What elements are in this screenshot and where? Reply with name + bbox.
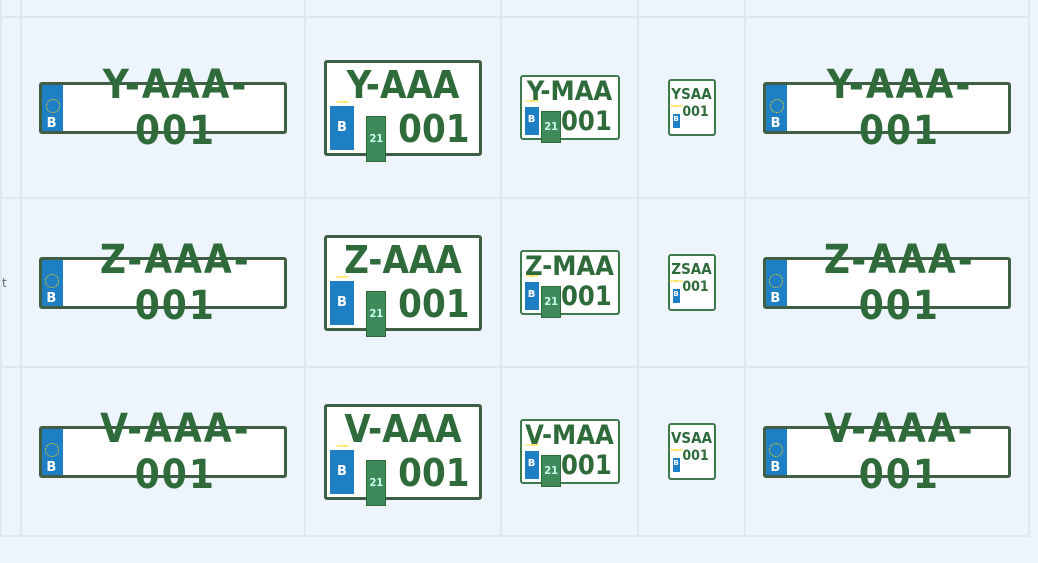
plate-top: YSAA <box>671 85 712 103</box>
eu-band-icon: B <box>524 100 539 135</box>
label-cell: t <box>0 197 22 368</box>
square-plate: Y-AAA 21 001 B <box>324 59 482 162</box>
plate-bottom: 001 <box>398 281 470 326</box>
plate-number: Z-AAA-001 <box>823 236 975 329</box>
long-plate: B V-AAA-001 <box>763 406 1011 498</box>
inspection-sticker: 21 <box>541 286 562 318</box>
plate-number: V-AAA-001 <box>824 405 975 498</box>
plates-table: B Y-AAA-001 Y-AAA 21 001 B Y-MAA 21 001 B YSAA… <box>0 0 1030 537</box>
eu-band-icon: B <box>42 84 64 131</box>
square-plate: Z-AAA 21 001 B <box>324 234 482 337</box>
eu-band-icon: B <box>330 100 354 150</box>
plate-bottom: 001 <box>561 450 612 481</box>
table-row: B Y-AAA-001 Y-AAA 21 001 B Y-MAA 21 001 B YSAA… <box>0 16 1030 199</box>
label-cell <box>0 366 22 537</box>
moto-plate: Z-MAA 21 001 B <box>519 250 620 318</box>
plate-number: Y-AAA-001 <box>826 61 973 154</box>
plate-number: Y-AAA-001 <box>102 61 249 154</box>
label-cell <box>0 16 22 199</box>
plate-top: Y-AAA <box>346 62 460 107</box>
plate-top: V-AAA <box>344 406 462 451</box>
plate-bottom: 001 <box>682 104 709 120</box>
small-plate: ZSAA 001 B <box>667 254 716 311</box>
long-plate: B V-AAA-001 <box>39 406 287 498</box>
inspection-sticker: 21 <box>541 455 562 487</box>
long-plate: B Z-AAA-001 <box>39 237 287 329</box>
eu-band-icon: B <box>766 259 787 306</box>
eu-band-icon: B <box>524 444 539 479</box>
eu-band-icon: B <box>669 105 683 128</box>
eu-band-icon: B <box>42 428 63 475</box>
plate-number: Z-AAA-001 <box>99 236 251 329</box>
small-plate: YSAA 001 B <box>667 79 716 136</box>
eu-band-icon: B <box>42 259 63 306</box>
plate-top: Z-AAA <box>344 237 462 282</box>
inspection-sticker: 21 <box>366 290 387 337</box>
moto-plate: V-MAA 21 001 B <box>519 419 620 487</box>
plate-bottom: 001 <box>561 281 612 312</box>
plate-number: V-AAA-001 <box>100 405 251 498</box>
inspection-sticker: 21 <box>541 111 562 143</box>
plate-top: VSAA <box>670 429 713 447</box>
plate-bottom: 001 <box>561 106 612 137</box>
eu-band-icon: B <box>524 275 539 310</box>
plate-bottom: 001 <box>682 448 709 464</box>
square-plate: V-AAA 21 001 B <box>324 403 482 506</box>
long-plate: B Z-AAA-001 <box>763 237 1011 329</box>
row-label: t <box>2 275 7 290</box>
eu-band-icon: B <box>766 84 788 131</box>
table-row: t B Z-AAA-001 Z-AAA 21 001 B Z-MAA 21 001 B ZS… <box>0 197 1030 368</box>
eu-band-icon: B <box>766 428 787 475</box>
eu-band-icon: B <box>669 280 683 303</box>
plate-top: ZSAA <box>671 260 712 278</box>
eu-band-icon: B <box>330 275 354 325</box>
table-row: B V-AAA-001 V-AAA 21 001 B V-MAA 21 001 B VSAA… <box>0 366 1030 537</box>
moto-plate: Y-MAA 21 001 B <box>519 75 620 143</box>
inspection-sticker: 21 <box>366 115 387 162</box>
long-plate: B Y-AAA-001 <box>39 62 287 154</box>
inspection-sticker: 21 <box>366 459 387 506</box>
plate-top: Y-MAA <box>526 76 613 107</box>
plate-bottom: 001 <box>682 279 709 295</box>
plate-top: V-MAA <box>525 420 614 451</box>
plate-bottom: 001 <box>398 450 470 495</box>
plate-top: Z-MAA <box>524 251 614 282</box>
eu-band-icon: B <box>669 449 683 472</box>
eu-band-icon: B <box>330 444 354 494</box>
plate-bottom: 001 <box>398 106 470 151</box>
long-plate: B Y-AAA-001 <box>763 62 1011 154</box>
small-plate: VSAA 001 B <box>667 423 716 480</box>
